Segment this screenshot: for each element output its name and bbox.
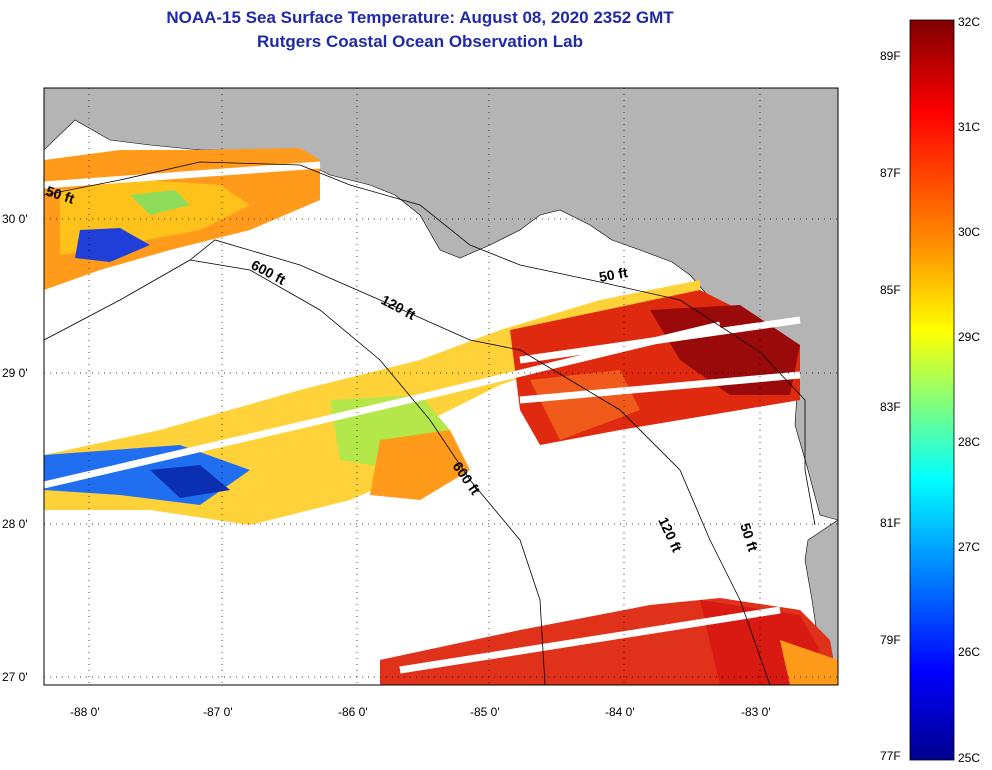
colorbar-celsius-label: 28C xyxy=(958,435,980,449)
colorbar-fahrenheit-label: 87F xyxy=(880,166,901,180)
colorbar-fahrenheit-label: 83F xyxy=(880,400,901,414)
swath-gaps xyxy=(44,161,801,674)
contour-label: 50 ft xyxy=(598,264,629,285)
colorbar-fahrenheit-label: 77F xyxy=(880,749,901,763)
colorbar: 32C 31C 30C 29C 28C 27C 26C 25C 89F 87F … xyxy=(880,15,980,765)
lon-tick-label: -83 0' xyxy=(741,705,771,719)
colorbar-celsius-label: 31C xyxy=(958,120,980,134)
colorbar-celsius-label: 30C xyxy=(958,225,980,239)
lon-tick-label: -87 0' xyxy=(203,705,233,719)
colorbar-celsius-label: 26C xyxy=(958,645,980,659)
lat-tick-label: 28 0' xyxy=(2,517,28,531)
colorbar-fahrenheit-label: 85F xyxy=(880,283,901,297)
map-subtitle: Rutgers Coastal Ocean Observation Lab xyxy=(257,32,583,51)
colorbar-fahrenheit-label: 89F xyxy=(880,49,901,63)
colorbar-celsius-label: 25C xyxy=(958,751,980,765)
colorbar-fahrenheit-label: 79F xyxy=(880,633,901,647)
map-frame xyxy=(43,87,839,686)
map-title: NOAA-15 Sea Surface Temperature: August … xyxy=(166,8,674,27)
lon-tick-label: -88 0' xyxy=(70,705,100,719)
lat-tick-label: 29 0' xyxy=(2,366,28,380)
colorbar-gradient xyxy=(909,19,955,761)
lon-tick-label: -84 0' xyxy=(605,705,635,719)
lat-tick-label: 27 0' xyxy=(2,670,28,684)
colorbar-celsius-label: 32C xyxy=(958,15,980,29)
lon-tick-label: -86 0' xyxy=(338,705,368,719)
colorbar-celsius-label: 29C xyxy=(958,330,980,344)
colorbar-celsius-label: 27C xyxy=(958,540,980,554)
lat-axis: 30 0' 29 0' 28 0' 27 0' xyxy=(2,212,28,684)
map-area xyxy=(44,88,838,685)
colorbar-fahrenheit-label: 81F xyxy=(880,516,901,530)
lon-axis: -88 0' -87 0' -86 0' -85 0' -84 0' -83 0… xyxy=(70,705,771,719)
graticule xyxy=(44,88,838,685)
lon-tick-label: -85 0' xyxy=(470,705,500,719)
bathymetry-contours xyxy=(44,161,816,685)
lat-tick-label: 30 0' xyxy=(2,212,28,226)
